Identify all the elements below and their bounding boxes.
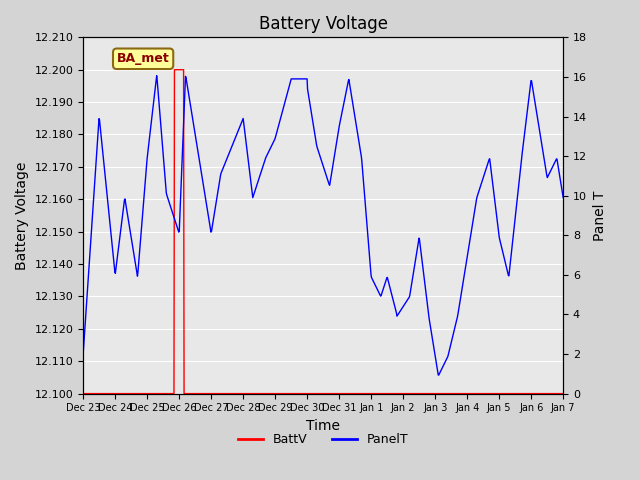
Y-axis label: Panel T: Panel T <box>593 190 607 240</box>
X-axis label: Time: Time <box>306 419 340 433</box>
Title: Battery Voltage: Battery Voltage <box>259 15 388 33</box>
Y-axis label: Battery Voltage: Battery Voltage <box>15 161 29 270</box>
Legend: BattV, PanelT: BattV, PanelT <box>232 429 414 452</box>
Text: BA_met: BA_met <box>116 52 170 65</box>
